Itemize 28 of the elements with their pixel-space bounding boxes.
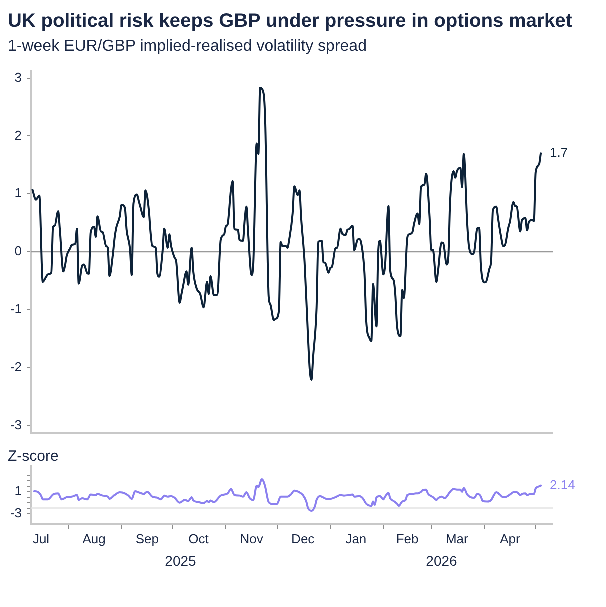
y-tick-label: 1 bbox=[14, 484, 22, 499]
y-tick-label: 0 bbox=[14, 244, 22, 259]
x-tick-label: Mar bbox=[446, 531, 470, 546]
text: 2025 bbox=[165, 552, 197, 569]
line-series bbox=[33, 478, 542, 512]
text: 2026 bbox=[426, 552, 458, 569]
x-tick-label: Aug bbox=[82, 531, 106, 546]
chart-title: Z-score bbox=[8, 448, 59, 465]
y-tick-label: -1 bbox=[10, 301, 22, 316]
x-tick-label: Dec bbox=[292, 531, 316, 546]
y-tick-label: -3 bbox=[10, 505, 22, 520]
y-tick-label: -2 bbox=[10, 359, 22, 374]
x-tick-label: Jul bbox=[32, 531, 50, 546]
x-tick-label: Apr bbox=[500, 531, 521, 546]
line-series bbox=[32, 87, 542, 381]
y-tick-label: 3 bbox=[14, 70, 22, 85]
x-tick-label: Feb bbox=[396, 531, 419, 546]
y-tick-label: -3 bbox=[10, 417, 22, 432]
y-tick-label: 2 bbox=[14, 128, 22, 143]
x-tick-label: Nov bbox=[240, 531, 264, 546]
data-label: 1.7 bbox=[550, 145, 568, 160]
chart-subtitle: 1-week EUR/GBP implied-realised volatility spread bbox=[8, 38, 367, 56]
y-tick-label: 1 bbox=[14, 186, 22, 201]
x-tick-label: Jan bbox=[346, 531, 367, 546]
x-tick-label: Sep bbox=[136, 531, 159, 546]
chart-title: UK political risk keeps GBP under pressure in options market bbox=[8, 11, 572, 33]
x-tick-label: Oct bbox=[188, 531, 210, 546]
data-label: 2.14 bbox=[550, 477, 576, 492]
